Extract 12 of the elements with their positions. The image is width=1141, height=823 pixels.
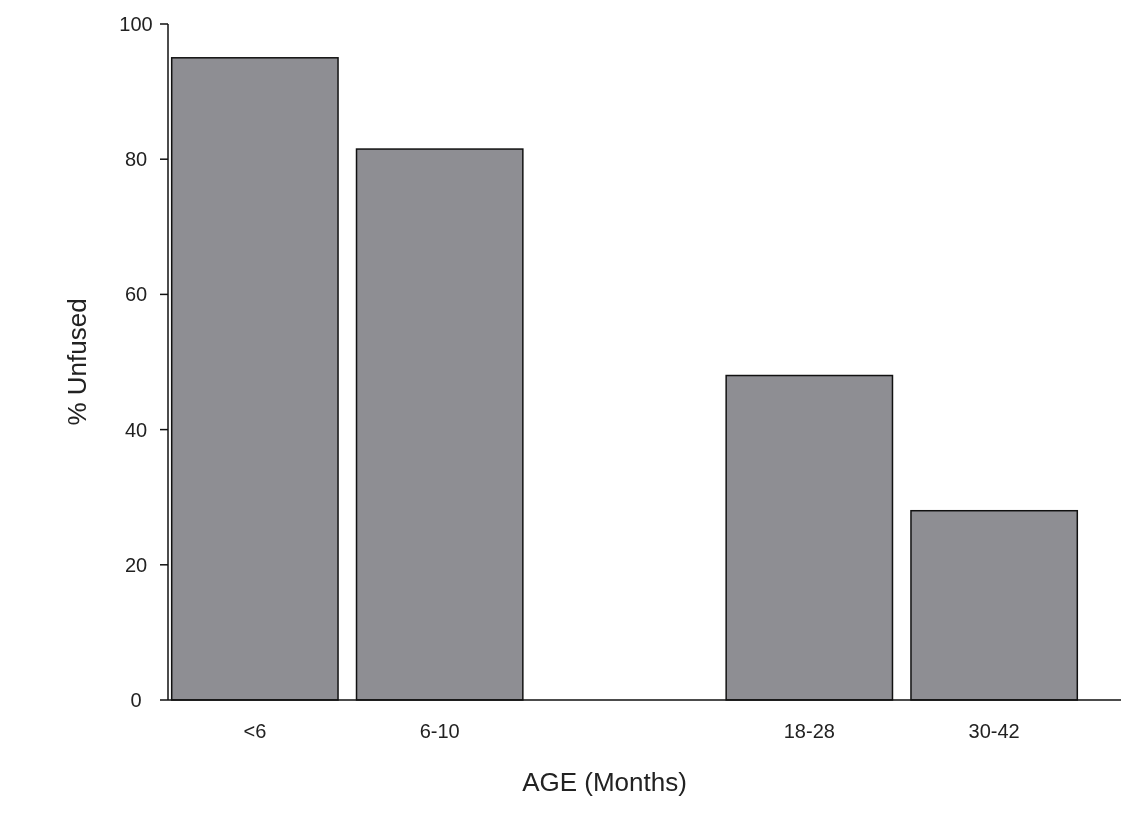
x-tick-label: 6-10	[419, 720, 460, 742]
y-tick-label: 20	[124, 553, 148, 576]
y-tick-label: 40	[124, 418, 148, 441]
x-tick-label: 30-42	[968, 720, 1020, 742]
y-tick-label: 0	[130, 689, 142, 711]
x-tick-label: 18-28	[783, 720, 835, 742]
x-tick-label: <6	[243, 720, 267, 742]
y-tick-label: 60	[124, 283, 148, 306]
y-tick-label: 100	[119, 13, 153, 35]
y-axis-title: % Unfused	[62, 298, 92, 426]
y-tick-label: 80	[124, 148, 148, 171]
x-axis-title: AGE (Months)	[522, 767, 687, 797]
